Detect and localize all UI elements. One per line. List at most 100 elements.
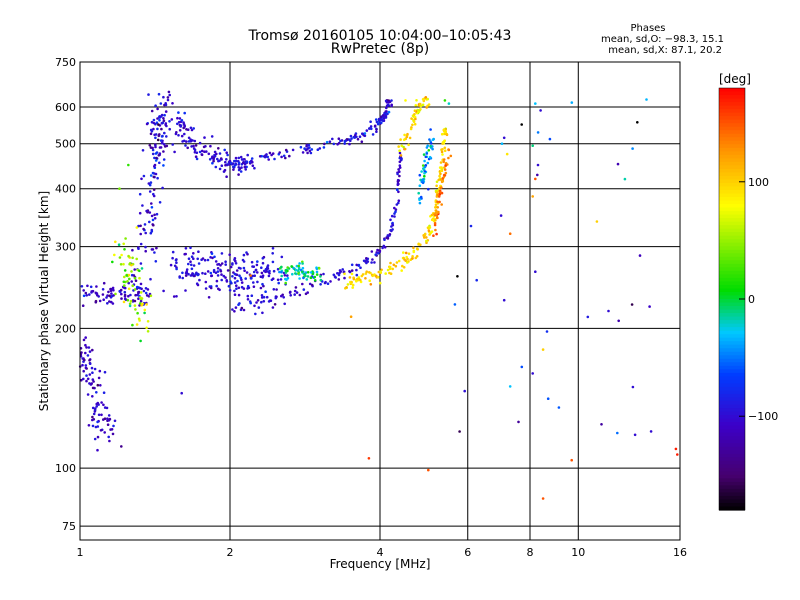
echo-point [407,143,410,147]
echo-point [292,267,295,270]
echo-point [139,224,142,228]
echo-point [177,111,180,114]
echo-point [186,146,189,150]
echo-point [176,122,179,126]
echo-point [355,273,359,277]
echo-point [385,236,389,240]
colorbar-segment [719,464,745,469]
echo-point [175,261,178,265]
echo-point [360,274,364,278]
echo-point [418,198,421,201]
echo-point [233,164,237,167]
echo-point [194,272,198,276]
echo-point [439,178,443,181]
echo-point [108,294,111,298]
echo-point [280,265,283,269]
echo-point [381,246,384,250]
echo-point [184,252,187,256]
echo-point [82,294,86,298]
echo-point [306,143,310,147]
echo-point [508,385,512,388]
echo-point [168,93,171,97]
echo-point [154,136,157,140]
echo-point [152,118,156,122]
echo-point [337,273,341,277]
echo-point [438,174,441,178]
echo-point [195,151,199,154]
echo-point [254,268,258,272]
stats-line-o: mean, sd,O: −98.3, 15.1 [601,34,724,45]
echo-point [289,294,293,297]
echo-point [443,174,447,177]
echo-point [396,183,400,187]
echo-point [85,374,88,377]
echo-point [422,153,426,156]
colorbar-segment [719,214,745,219]
echo-point [310,283,314,287]
echo-point [192,144,195,148]
colorbar-segment [719,390,745,395]
echo-point [271,306,275,309]
echo-point [310,148,314,151]
echo-point [548,137,552,141]
echo-point [139,291,143,294]
echo-point [149,181,153,184]
echo-point [214,260,218,263]
echo-point [246,298,250,301]
y-axis-ticks: 75 100 200 300 400 500 600 750 [55,56,76,533]
echo-point [403,147,407,151]
echo-point [266,155,270,159]
colorbar-segment [719,218,745,223]
echo-point [240,278,243,282]
echo-point [138,192,142,196]
echo-point [156,127,159,131]
colorbar-segment [719,88,745,93]
echo-point [371,274,374,278]
echo-point [86,354,90,357]
echo-point [235,284,238,288]
echo-point [266,264,270,267]
echo-point [138,211,142,215]
echo-point [379,115,383,119]
echo-point [298,277,301,280]
echo-point [228,288,232,292]
echo-point [91,418,94,422]
echo-point [447,156,450,160]
echo-point [97,413,101,417]
echo-point [253,304,256,308]
echo-point [124,237,127,240]
echo-point [442,128,446,131]
echo-point [243,165,247,169]
echo-point [148,220,151,224]
y-tick-label: 500 [55,138,76,151]
echo-point [242,287,246,290]
echo-point [220,273,223,276]
echo-point [306,151,309,155]
echo-point [378,281,382,285]
echo-point [398,166,402,169]
colorbar-segment [719,348,745,353]
echo-point [336,272,339,275]
echo-point [367,271,371,274]
echo-point [308,149,312,153]
echo-point [139,299,143,303]
echo-point [645,98,648,101]
echo-point [297,264,301,268]
echo-point [212,270,216,274]
echo-point [502,136,506,140]
echo-point [207,296,211,299]
echo-point [414,104,418,107]
echo-point [95,292,99,295]
echo-point [101,293,105,296]
echo-point [399,154,403,157]
echo-point [151,218,155,222]
echo-point [411,123,414,127]
echo-point [250,260,254,264]
echo-point [370,127,373,131]
colorbar-segment [719,495,745,501]
echo-point [153,165,156,168]
colorbar-segment [719,411,745,416]
echo-point [403,133,406,137]
echo-point [421,179,424,182]
grid-lines [80,62,680,540]
